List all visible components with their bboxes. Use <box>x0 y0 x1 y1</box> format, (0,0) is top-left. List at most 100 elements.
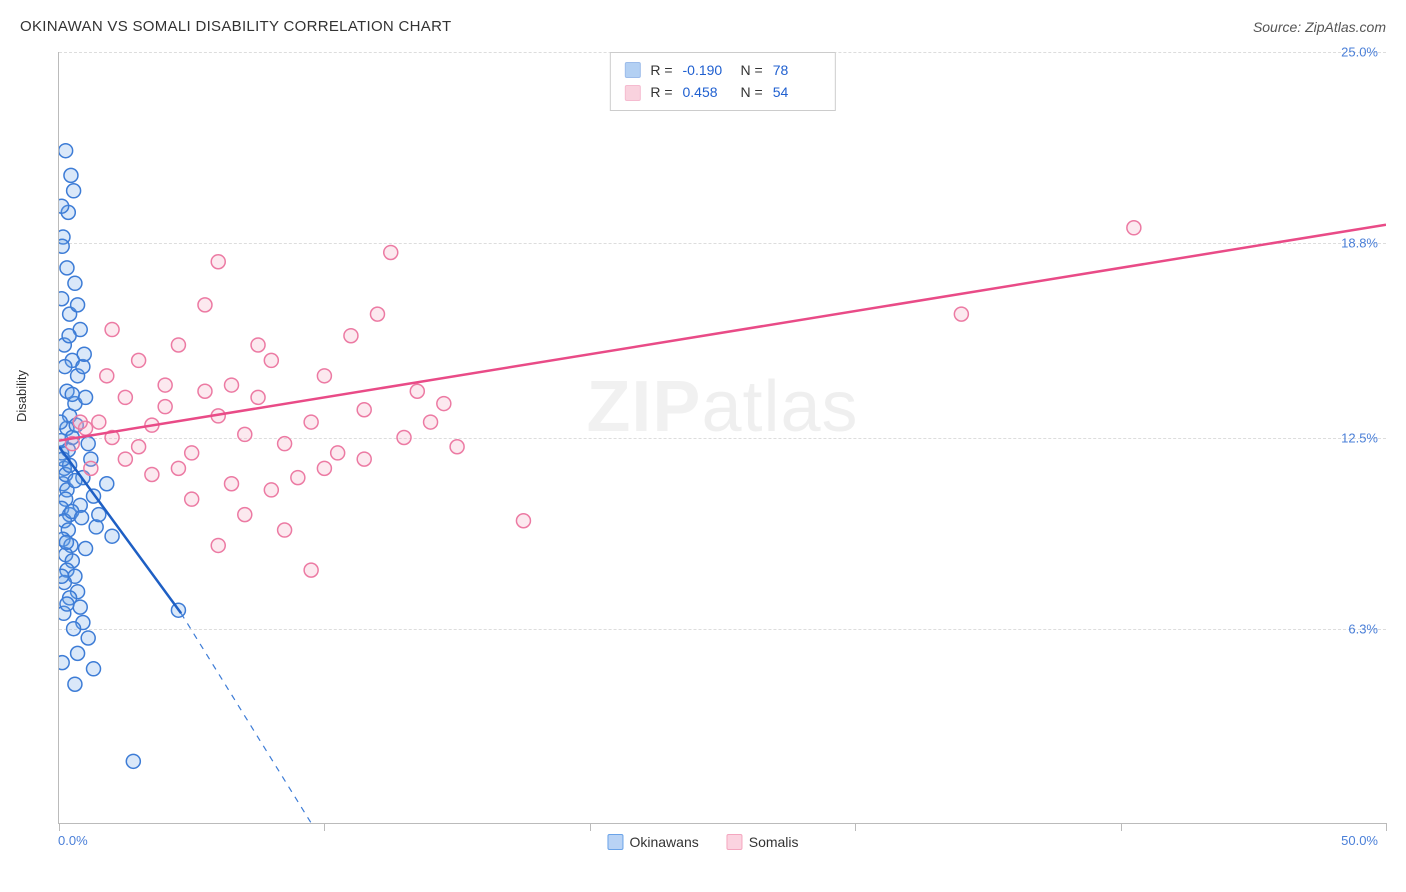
x-axis-max-label: 50.0% <box>1341 833 1378 848</box>
trend-line <box>59 225 1386 441</box>
stats-legend: R = -0.190 N = 78R = 0.458 N = 54 <box>609 52 835 111</box>
data-point <box>100 369 114 383</box>
data-point <box>60 261 74 275</box>
data-point <box>264 483 278 497</box>
stats-row: R = 0.458 N = 54 <box>624 81 820 103</box>
data-point <box>278 523 292 537</box>
data-point <box>158 378 172 392</box>
legend-swatch <box>624 85 640 101</box>
data-point <box>158 400 172 414</box>
data-point <box>105 529 119 543</box>
data-point <box>81 631 95 645</box>
stat-n-label: N = <box>741 81 763 103</box>
x-tick <box>855 823 856 831</box>
data-point <box>1127 221 1141 235</box>
data-point <box>132 353 146 367</box>
x-tick <box>590 823 591 831</box>
data-point <box>291 471 305 485</box>
data-point <box>59 535 73 549</box>
data-point <box>68 677 82 691</box>
data-point <box>105 323 119 337</box>
stat-r-value: 0.458 <box>683 81 731 103</box>
data-point <box>331 446 345 460</box>
chart-title: OKINAWAN VS SOMALI DISABILITY CORRELATIO… <box>20 18 451 35</box>
data-point <box>317 369 331 383</box>
data-point <box>59 360 72 374</box>
data-point <box>410 384 424 398</box>
legend-label: Okinawans <box>629 834 698 850</box>
data-point <box>185 492 199 506</box>
data-point <box>77 347 91 361</box>
series-legend: Okinawans Somalis <box>607 834 798 850</box>
data-point <box>60 597 74 611</box>
data-point <box>251 338 265 352</box>
data-point <box>225 378 239 392</box>
data-point <box>62 329 76 343</box>
data-point <box>92 415 106 429</box>
data-point <box>198 298 212 312</box>
data-point <box>211 255 225 269</box>
data-point <box>67 184 81 198</box>
data-point <box>238 427 252 441</box>
data-point <box>89 520 103 534</box>
data-point <box>424 415 438 429</box>
data-point <box>118 452 132 466</box>
data-point <box>450 440 464 454</box>
source-label: Source: ZipAtlas.com <box>1253 19 1386 35</box>
data-point <box>238 508 252 522</box>
stat-r-label: R = <box>650 81 672 103</box>
data-point <box>71 298 85 312</box>
x-tick <box>1121 823 1122 831</box>
x-tick <box>59 823 60 831</box>
y-axis-label: Disability <box>14 370 29 422</box>
stat-n-value: 78 <box>773 59 821 81</box>
data-point <box>84 461 98 475</box>
data-point <box>73 415 87 429</box>
stat-n-value: 54 <box>773 81 821 103</box>
data-point <box>79 390 93 404</box>
data-point <box>59 199 69 213</box>
data-point <box>68 276 82 290</box>
data-point <box>59 292 69 306</box>
data-point <box>65 387 79 401</box>
data-point <box>954 307 968 321</box>
data-point <box>171 338 185 352</box>
data-point <box>79 542 93 556</box>
legend-item: Okinawans <box>607 834 698 850</box>
data-point <box>59 569 69 583</box>
data-point <box>87 662 101 676</box>
data-point <box>64 168 78 182</box>
data-point <box>118 390 132 404</box>
data-point <box>317 461 331 475</box>
data-point <box>278 437 292 451</box>
data-point <box>304 415 318 429</box>
stat-r-value: -0.190 <box>683 59 731 81</box>
data-point <box>437 397 451 411</box>
data-point <box>198 384 212 398</box>
x-axis-min-label: 0.0% <box>58 833 88 848</box>
legend-item: Somalis <box>727 834 799 850</box>
data-point <box>132 440 146 454</box>
data-point <box>100 477 114 491</box>
data-point <box>59 239 69 253</box>
data-point <box>81 437 95 451</box>
data-point <box>357 452 371 466</box>
legend-swatch <box>607 834 623 850</box>
data-point <box>397 431 411 445</box>
data-point <box>126 754 140 768</box>
data-point <box>75 511 89 525</box>
x-tick <box>324 823 325 831</box>
plot-area: ZIPatlas R =-0.190N =78R =0.458N =54 6.3… <box>58 52 1386 824</box>
data-point <box>59 656 69 670</box>
data-point <box>357 403 371 417</box>
stats-row: R =-0.190N =78 <box>624 59 820 81</box>
stat-r-label: R = <box>650 59 672 81</box>
data-point <box>264 353 278 367</box>
data-point <box>67 622 81 636</box>
x-tick <box>1386 823 1387 831</box>
legend-swatch <box>624 62 640 78</box>
data-point <box>370 307 384 321</box>
data-point <box>384 245 398 259</box>
chart-container: Disability ZIPatlas R =-0.190N =78R =0.4… <box>20 52 1386 852</box>
data-point <box>211 538 225 552</box>
